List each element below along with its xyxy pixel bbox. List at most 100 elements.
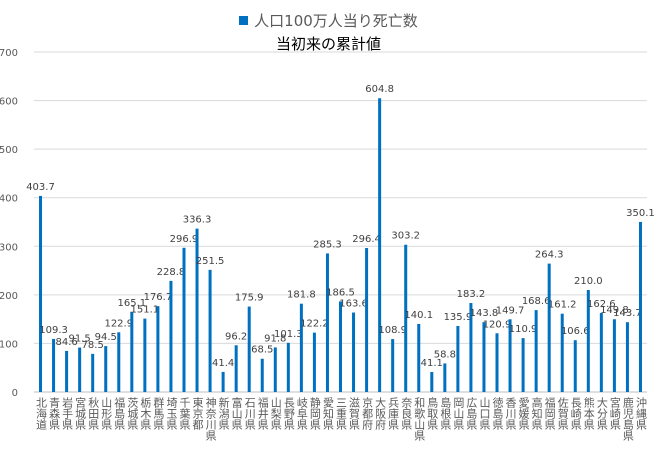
x-tick-label: 山形県: [100, 397, 113, 431]
data-label: 68.5: [251, 345, 273, 356]
bar: [599, 313, 603, 392]
bar: [625, 322, 629, 392]
data-label: 176.7: [144, 292, 173, 303]
y-tick-label: 100: [0, 339, 18, 350]
data-label: 91.8: [264, 333, 286, 344]
y-tick-label: 300: [0, 242, 18, 253]
x-tick-label: 北海道: [35, 397, 48, 430]
x-tick-label: 兵庫県: [387, 397, 400, 431]
data-label: 101.3: [274, 329, 303, 340]
bar: [443, 363, 447, 392]
bar: [52, 338, 56, 392]
data-label: 168.6: [522, 296, 551, 307]
bar: [456, 325, 460, 392]
x-tick-label: 広島県: [465, 397, 478, 431]
x-tick-label: 群馬県: [152, 396, 165, 431]
x-tick-label: 島根県: [439, 396, 452, 431]
data-label: 140.1: [404, 310, 433, 321]
data-label: 296.4: [352, 234, 381, 245]
bar: [286, 342, 290, 392]
bar: [273, 347, 277, 392]
x-tick-label: 愛媛県: [517, 397, 530, 431]
bar: [365, 248, 369, 392]
data-label: 109.3: [39, 325, 68, 336]
bar: [391, 339, 395, 392]
y-tick-label: 600: [0, 97, 18, 108]
x-tick-label: 愛知県: [321, 397, 334, 431]
bar: [312, 332, 316, 392]
bar: [156, 306, 160, 392]
x-tick-label: 千葉県: [178, 397, 191, 431]
data-label: 175.9: [235, 293, 264, 304]
data-label: 41.4: [212, 358, 234, 369]
data-label: 161.2: [548, 300, 577, 311]
data-label: 181.8: [287, 290, 316, 301]
x-tick-label: 熊本県: [582, 396, 595, 431]
x-tick-label: 長崎県: [569, 397, 582, 431]
bar: [378, 98, 382, 393]
x-tick-label: 福島県: [113, 396, 126, 431]
bar: [482, 322, 486, 392]
bar: [91, 353, 95, 392]
chart-legend: 人口100万人当り死亡数: [0, 10, 657, 31]
data-label: 228.8: [157, 267, 186, 278]
bar: [521, 338, 525, 392]
data-label: 149.8: [600, 305, 629, 316]
bar: [573, 340, 577, 392]
y-tick-label: 700: [0, 48, 18, 59]
bar: [612, 319, 616, 392]
x-tick-label: 長野県: [282, 397, 295, 431]
data-label: 303.2: [391, 231, 420, 242]
x-tick-label: 福岡県: [543, 396, 556, 431]
data-label: 120.9: [483, 319, 512, 330]
x-tick-label: 東京都: [191, 397, 204, 430]
data-label: 122.9: [104, 318, 133, 329]
x-tick-label: 山梨県: [269, 397, 282, 431]
x-tick-label: 宮崎県: [608, 396, 621, 431]
data-label: 135.9: [444, 312, 473, 323]
x-tick-label: 和歌山県: [413, 397, 426, 442]
x-tick-label: 奈良県: [400, 396, 413, 431]
bar: [417, 323, 421, 392]
bar: [39, 195, 43, 392]
x-tick-label: 静岡県: [308, 396, 321, 431]
bar: [299, 303, 303, 392]
bar: [104, 346, 108, 392]
y-tick-label: 500: [0, 145, 18, 156]
data-label: 403.7: [26, 182, 55, 193]
bar: [117, 332, 121, 392]
bar: [404, 244, 408, 392]
x-tick-label: 京都府: [361, 396, 374, 431]
data-label: 106.6: [561, 326, 590, 337]
data-label: 110.9: [509, 324, 538, 335]
x-tick-label: 佐賀県: [556, 396, 569, 431]
x-tick-label: 沖縄県: [634, 397, 647, 431]
x-tick-label: 大分県: [595, 396, 608, 431]
x-tick-label: 青森県: [48, 397, 61, 431]
x-tick-label: 三重県: [335, 397, 348, 431]
bar: [508, 319, 512, 392]
bar: [182, 247, 186, 392]
x-tick-label: 富山県: [230, 396, 243, 431]
bar: [221, 371, 225, 392]
data-label: 336.3: [183, 215, 212, 226]
data-label: 285.3: [313, 239, 342, 250]
bar: [560, 313, 564, 392]
bar: [234, 345, 238, 392]
y-tick-label: 0: [12, 388, 18, 399]
x-tick-label: 宮城県: [74, 396, 87, 431]
data-label: 94.5: [95, 332, 117, 343]
data-label: 183.2: [457, 289, 486, 300]
x-tick-label: 福井県: [256, 396, 269, 431]
x-tick-label: 香川県: [504, 397, 517, 431]
bar: [586, 290, 590, 392]
bar: [339, 301, 342, 392]
bar: [195, 228, 199, 392]
bar: [208, 269, 212, 392]
data-label: 149.7: [496, 305, 525, 316]
bar: [260, 358, 264, 392]
bar: [130, 311, 134, 392]
data-label: 96.2: [225, 331, 247, 342]
x-tick-label: 埼玉県: [165, 396, 178, 431]
